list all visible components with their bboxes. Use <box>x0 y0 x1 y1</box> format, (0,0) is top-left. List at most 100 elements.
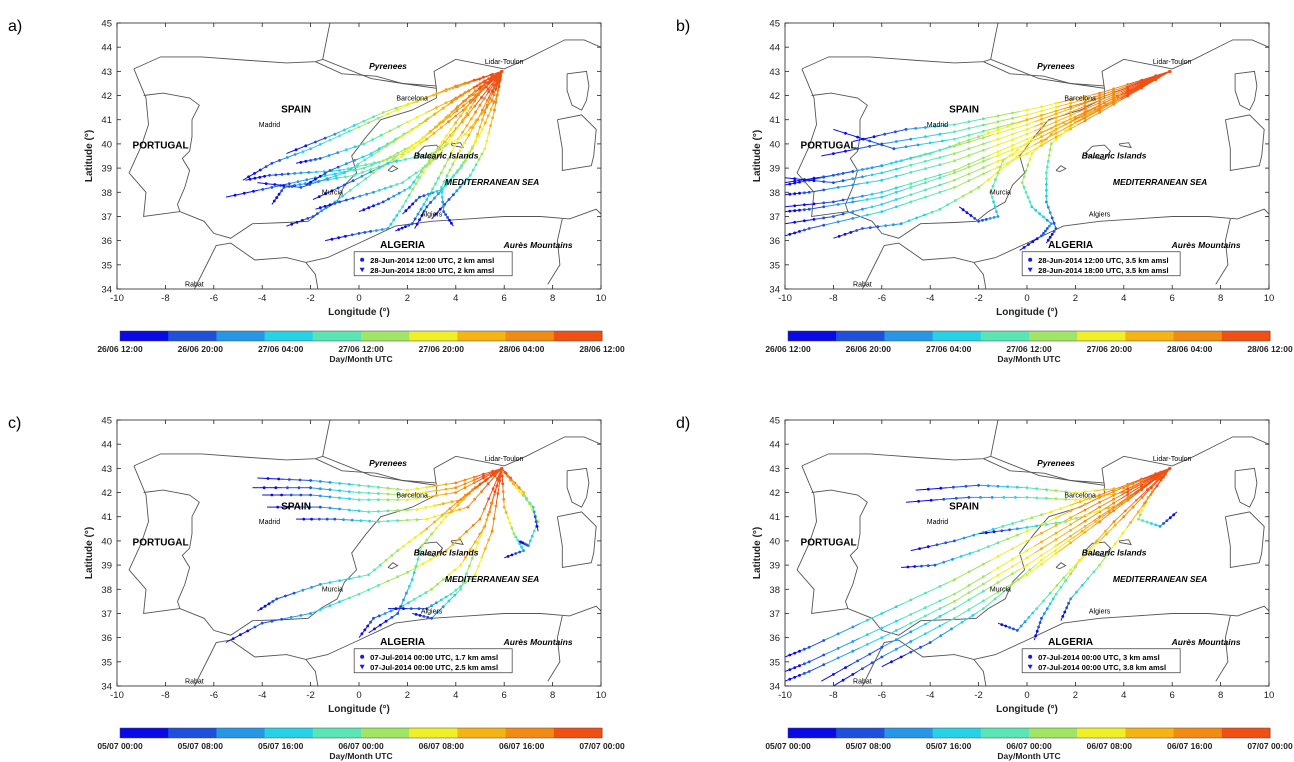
trajectory-point <box>938 132 942 136</box>
trajectory-point <box>495 484 499 488</box>
trajectory-point <box>406 570 409 574</box>
trajectory-point <box>894 190 898 194</box>
trajectory-point <box>1040 130 1043 134</box>
trajectory-point <box>386 227 390 230</box>
map-label: Lidar-Toulon <box>1153 59 1192 66</box>
trajectory-segment <box>1041 537 1050 543</box>
trajectory-segment <box>257 609 260 612</box>
x-tick-label: 10 <box>596 690 607 701</box>
trajectory-point <box>812 218 816 221</box>
trajectory-point <box>417 607 421 610</box>
colorbar-tick-label: 06/07 00:00 <box>338 741 384 751</box>
trajectory-point <box>967 598 971 602</box>
trajectory-point <box>1083 116 1087 120</box>
y-tick-label: 44 <box>101 440 112 451</box>
trajectory-point <box>485 477 489 481</box>
trajectory-point <box>338 169 341 172</box>
trajectory <box>252 467 504 497</box>
trajectory-point <box>533 515 537 519</box>
trajectory-point <box>356 162 360 166</box>
trajectory-point <box>454 121 458 124</box>
trajectory-point <box>386 579 390 583</box>
trajectory-point <box>377 498 380 502</box>
trajectory-point <box>484 83 488 87</box>
trajectory-point <box>425 205 429 209</box>
trajectory-segment <box>983 586 991 592</box>
trajectory-point <box>419 531 423 535</box>
trajectory-point <box>441 578 445 581</box>
trajectory-point <box>1098 520 1101 523</box>
trajectory-point <box>480 490 483 493</box>
trajectory-point <box>258 168 262 172</box>
trajectory-segment <box>1026 545 1035 552</box>
y-tick-label: 43 <box>101 464 112 475</box>
trajectory-point <box>870 166 874 170</box>
trajectory-point <box>328 488 332 491</box>
trajectory-point <box>357 491 361 494</box>
trajectory-point <box>473 94 477 97</box>
trajectory-point <box>1042 232 1045 235</box>
trajectory-segment <box>1063 524 1071 530</box>
legend-marker-circle <box>360 654 365 659</box>
trajectory-point <box>253 176 257 180</box>
trajectory-point <box>380 228 384 231</box>
x-tick-label: -6 <box>210 293 218 304</box>
trajectory-point <box>967 179 971 183</box>
trajectory-point <box>384 558 388 562</box>
trajectory-point <box>1040 135 1043 139</box>
trajectory-point <box>412 598 416 601</box>
coastline <box>861 208 1269 289</box>
trajectory-point <box>405 591 408 595</box>
trajectory-point <box>996 590 1000 594</box>
trajectory-point <box>407 223 411 227</box>
coastline <box>796 453 1105 636</box>
trajectory-point <box>841 179 845 183</box>
trajectory-point <box>933 125 937 128</box>
trajectory-point <box>407 102 410 106</box>
trajectory-point <box>477 158 481 161</box>
trajectory-point <box>338 496 341 500</box>
trajectory-point <box>1015 121 1019 125</box>
trajectory-point <box>421 562 425 565</box>
trajectory-point <box>348 188 352 192</box>
trajectory-point <box>377 149 380 153</box>
trajectory-point <box>308 505 311 509</box>
coastline <box>1224 511 1265 569</box>
trajectory-point <box>1038 212 1041 216</box>
trajectory-point <box>482 526 486 529</box>
trajectory-point <box>938 607 942 610</box>
coastline <box>990 23 999 60</box>
x-tick-label: 0 <box>1024 293 1029 304</box>
trajectory-point <box>940 139 944 143</box>
trajectory-point <box>836 656 840 660</box>
trajectory-point <box>870 205 874 209</box>
trajectory-segment <box>1077 520 1086 527</box>
trajectory-segment <box>1092 521 1100 528</box>
trajectory-point <box>290 185 294 188</box>
trajectory-point <box>391 158 395 161</box>
trajectory-point <box>420 544 424 548</box>
trajectory-point <box>1050 216 1054 220</box>
colorbar-segment <box>1029 331 1078 341</box>
trajectory-point <box>861 175 864 179</box>
trajectory-point <box>466 505 470 509</box>
trajectory-point <box>363 628 367 632</box>
trajectory-point <box>488 510 492 514</box>
trajectory-point <box>328 604 332 608</box>
trajectory-segment <box>431 216 435 220</box>
trajectory-point <box>909 598 913 602</box>
trajectory-point <box>812 202 816 206</box>
trajectory-point <box>967 165 971 169</box>
trajectory-point <box>369 168 372 171</box>
trajectory-point <box>396 498 400 502</box>
trajectory-point <box>489 124 492 127</box>
trajectory-point <box>990 195 994 199</box>
trajectory-point <box>295 220 299 224</box>
trajectory-point <box>454 486 458 490</box>
trajectory-point <box>977 186 980 189</box>
trajectory-point <box>275 597 279 601</box>
trajectory-point <box>406 120 409 124</box>
trajectory-point <box>502 497 506 501</box>
trajectory <box>324 70 504 242</box>
trajectory-point <box>1045 218 1049 222</box>
